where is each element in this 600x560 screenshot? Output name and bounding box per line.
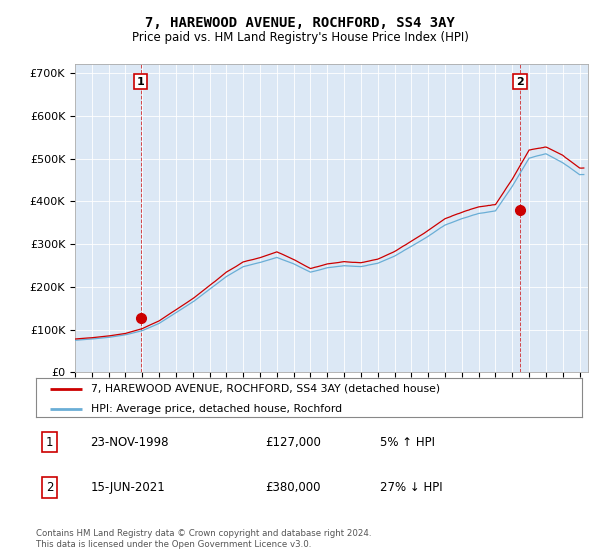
Text: 1: 1 bbox=[46, 436, 53, 449]
Text: 2: 2 bbox=[516, 77, 524, 87]
Text: 2: 2 bbox=[46, 481, 53, 494]
Text: £127,000: £127,000 bbox=[265, 436, 321, 449]
Text: 23-NOV-1998: 23-NOV-1998 bbox=[91, 436, 169, 449]
Text: Price paid vs. HM Land Registry's House Price Index (HPI): Price paid vs. HM Land Registry's House … bbox=[131, 31, 469, 44]
Text: £380,000: £380,000 bbox=[265, 481, 321, 494]
Text: Contains HM Land Registry data © Crown copyright and database right 2024.
This d: Contains HM Land Registry data © Crown c… bbox=[36, 529, 371, 549]
Text: 7, HAREWOOD AVENUE, ROCHFORD, SS4 3AY: 7, HAREWOOD AVENUE, ROCHFORD, SS4 3AY bbox=[145, 16, 455, 30]
Text: 1: 1 bbox=[137, 77, 145, 87]
Text: 7, HAREWOOD AVENUE, ROCHFORD, SS4 3AY (detached house): 7, HAREWOOD AVENUE, ROCHFORD, SS4 3AY (d… bbox=[91, 384, 440, 394]
Text: HPI: Average price, detached house, Rochford: HPI: Average price, detached house, Roch… bbox=[91, 404, 342, 414]
Text: 27% ↓ HPI: 27% ↓ HPI bbox=[380, 481, 443, 494]
Text: 5% ↑ HPI: 5% ↑ HPI bbox=[380, 436, 435, 449]
Text: 15-JUN-2021: 15-JUN-2021 bbox=[91, 481, 166, 494]
